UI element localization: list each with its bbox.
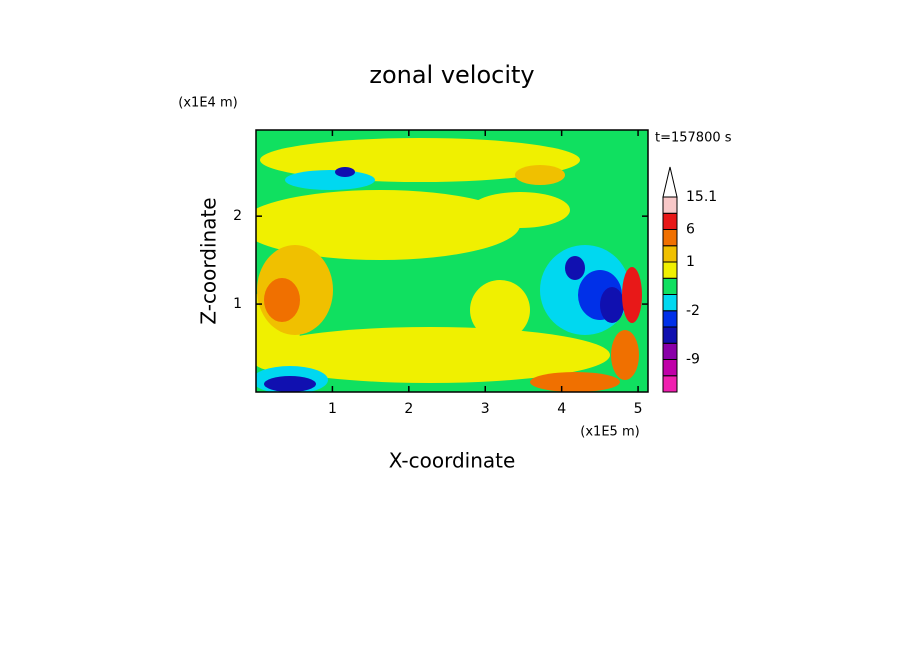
field-region <box>611 330 639 380</box>
contour-field <box>256 130 648 392</box>
x-unit: (x1E5 m) <box>580 425 639 440</box>
colorbar-segment <box>662 212 678 230</box>
colorbar-segment <box>662 277 678 295</box>
x-tick-label: 2 <box>404 401 413 417</box>
colorbar-segment <box>662 294 678 312</box>
field-region <box>256 327 610 383</box>
colorbar-tick-label: -2 <box>686 303 700 319</box>
colorbar-segment <box>662 261 678 279</box>
field-region <box>470 192 570 228</box>
x-tick-label: 3 <box>481 401 490 417</box>
y-axis-label: Z-coordinate <box>197 197 221 324</box>
colorbar-segment <box>662 229 678 247</box>
chart-title: zonal velocity <box>369 61 534 89</box>
colorbar-segment <box>662 310 678 328</box>
colorbar-segment <box>662 375 678 393</box>
colorbar-segment <box>662 326 678 344</box>
y-tick-label: 2 <box>233 208 242 224</box>
field-region <box>470 280 530 340</box>
y-unit: (x1E4 m) <box>178 96 237 111</box>
x-tick-label: 4 <box>557 401 566 417</box>
colorbar-segment <box>662 196 678 214</box>
field-region <box>565 256 585 280</box>
field-region <box>600 287 624 323</box>
field-region <box>515 165 565 185</box>
x-tick-label: 1 <box>328 401 337 417</box>
field-region <box>530 372 620 392</box>
field-region <box>264 376 316 392</box>
colorbar-segment <box>662 359 678 377</box>
colorbar-tick-label: 1 <box>686 254 695 270</box>
colorbar-tick-label: -9 <box>686 352 700 368</box>
x-tick-label: 5 <box>634 401 643 417</box>
field-region <box>622 267 642 323</box>
colorbar-extension <box>662 166 678 198</box>
field-region <box>285 170 375 190</box>
x-axis-label: X-coordinate <box>389 449 516 473</box>
colorbar-segment <box>662 342 678 360</box>
time-annotation: t=157800 s <box>655 131 732 146</box>
colorbar-tick-label: 15.1 <box>686 189 717 205</box>
field-region <box>256 190 520 260</box>
field-region <box>264 278 300 322</box>
plot-frame <box>255 129 649 393</box>
colorbar-segment <box>662 245 678 263</box>
field-region <box>335 167 355 177</box>
y-tick-label: 1 <box>233 296 242 312</box>
colorbar-tick-label: 6 <box>686 222 695 238</box>
